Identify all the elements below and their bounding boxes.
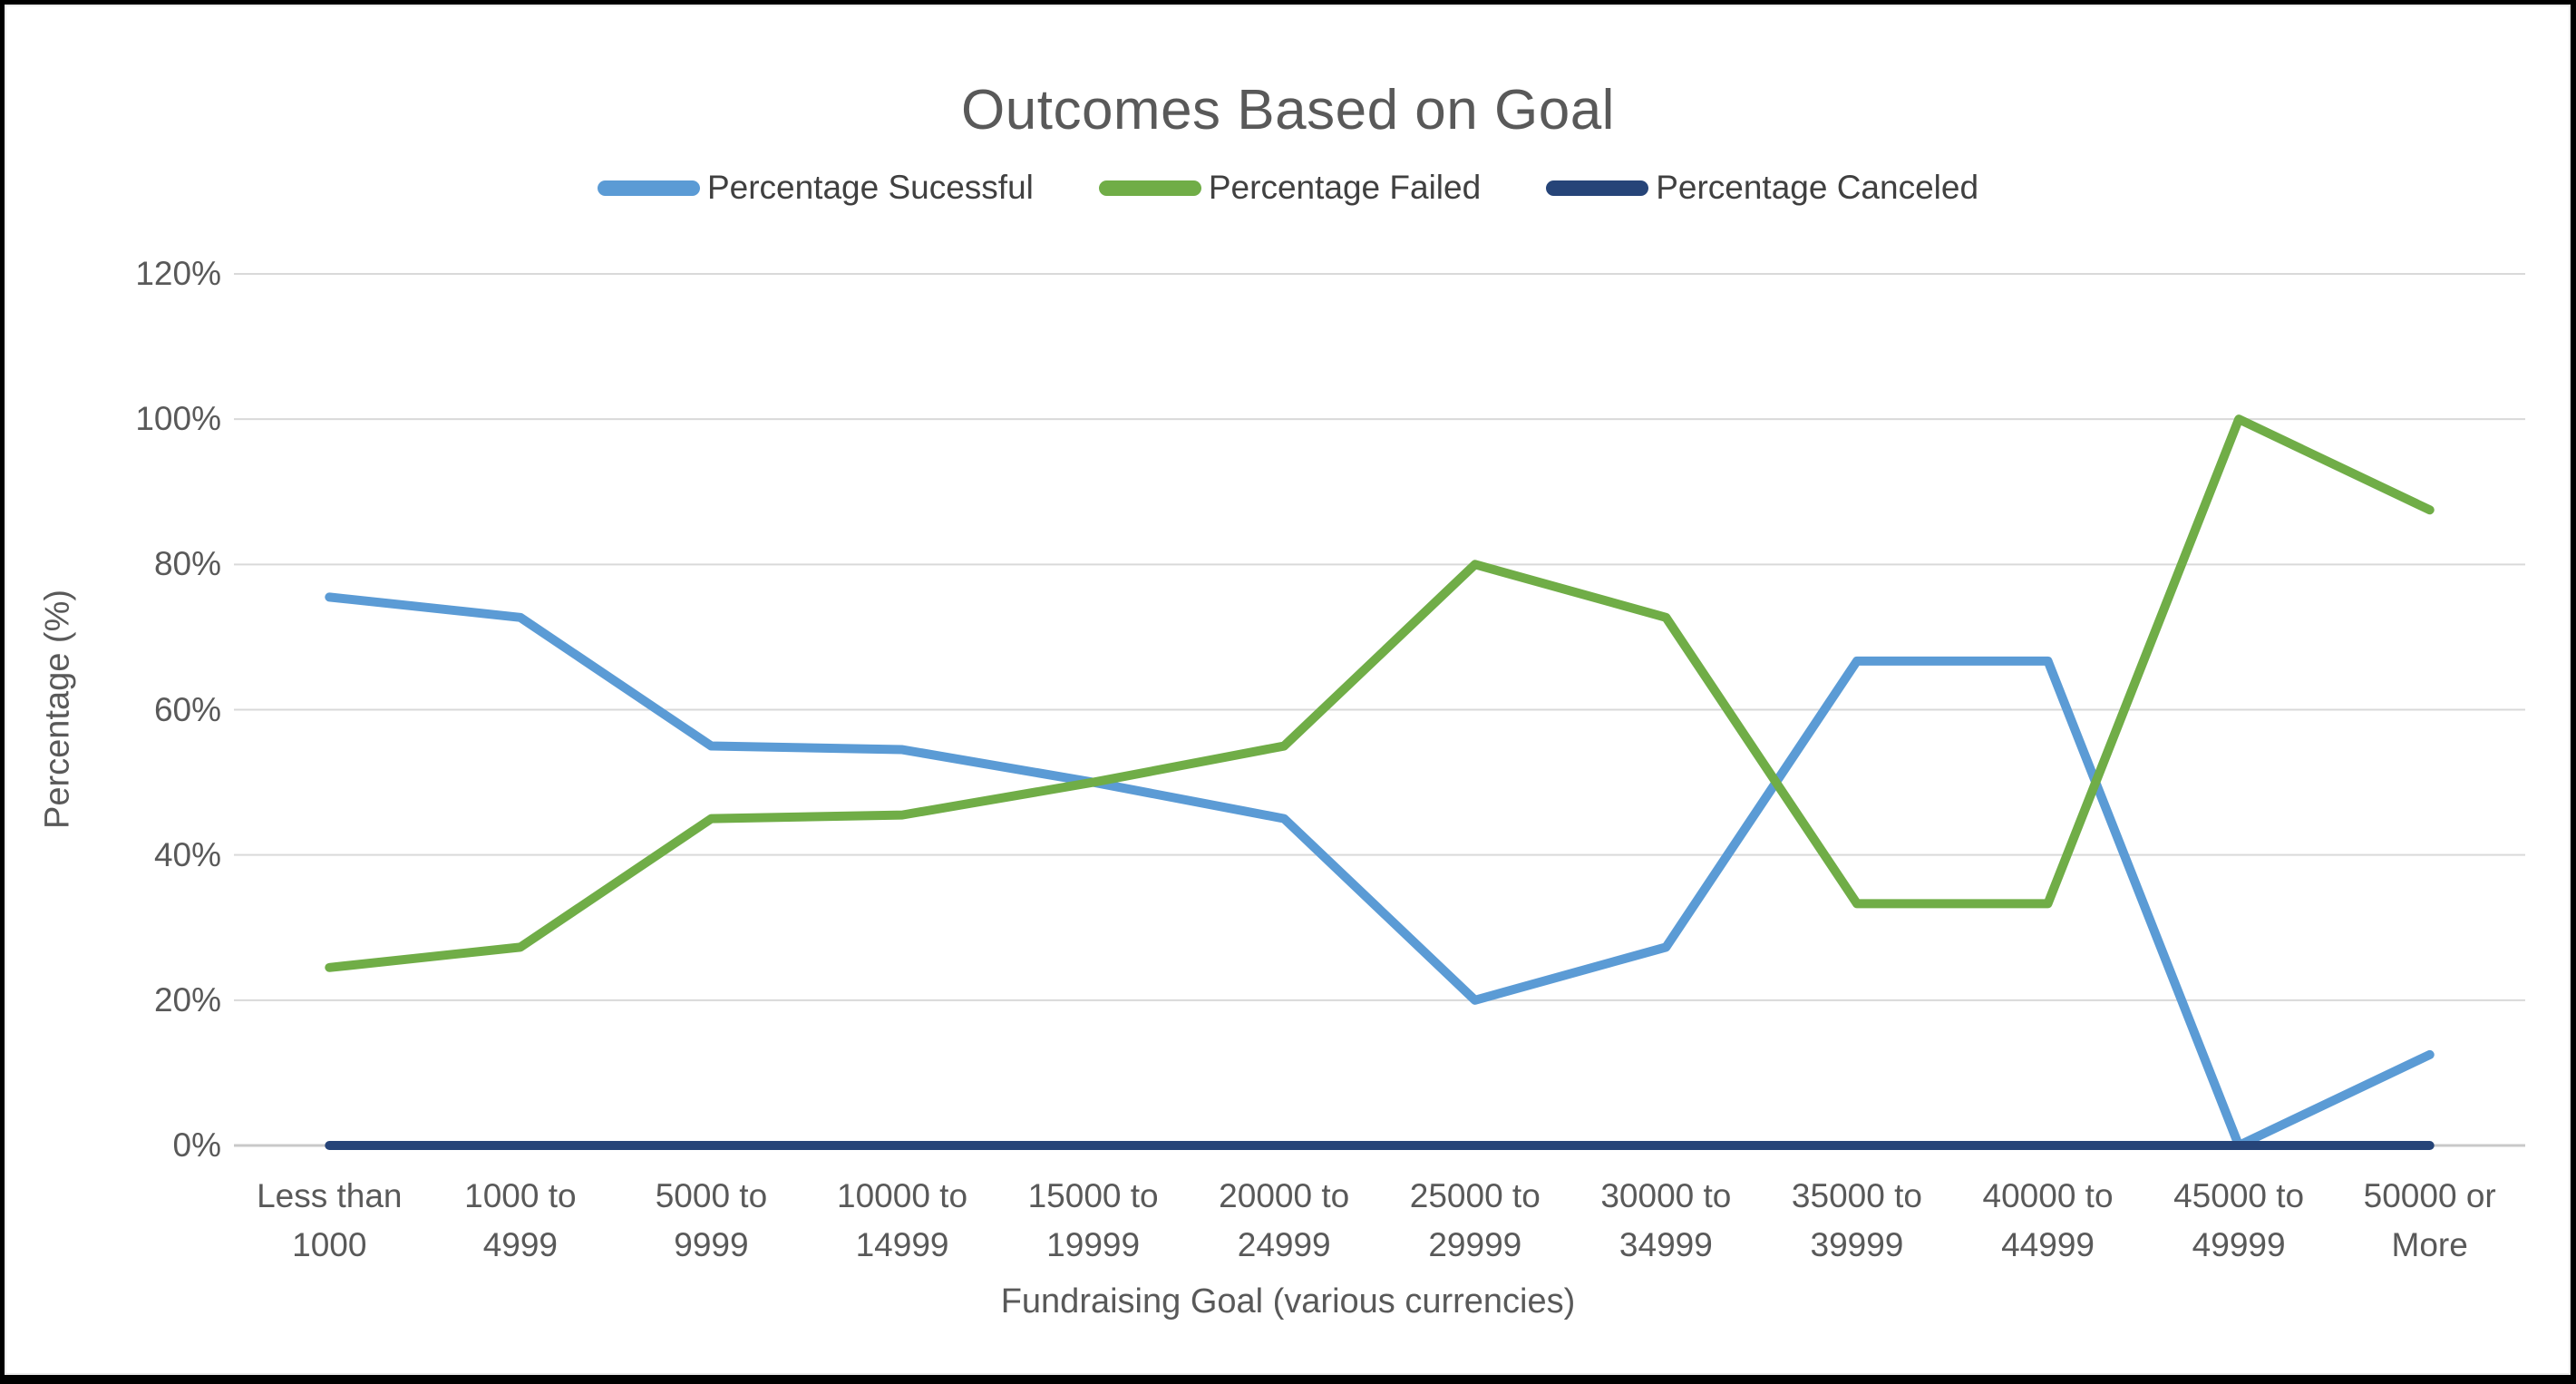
y-tick-label: 60% — [153, 690, 221, 728]
legend-item-percentage-sucessful: Percentage Sucessful — [597, 169, 1034, 207]
legend-swatch-icon — [1546, 180, 1649, 196]
x-category-label: 45000 to 49999 — [2173, 1177, 2305, 1263]
legend: Percentage Sucessful Percentage Failed Per… — [0, 169, 2576, 207]
series-line-percentage-failed — [325, 414, 2435, 972]
legend-item-percentage-failed: Percentage Failed — [1098, 169, 1482, 207]
y-axis-title: Percentage (%) — [38, 589, 77, 830]
x-category-label: 15000 to 19999 — [1027, 1177, 1159, 1263]
x-category-label: 20000 to 24999 — [1219, 1177, 1350, 1263]
x-category-label: 30000 to 34999 — [1600, 1177, 1732, 1263]
y-tick-label: 40% — [153, 835, 221, 873]
legend-item-label: Percentage Sucessful — [706, 169, 1034, 206]
x-category-label: 25000 to 29999 — [1409, 1177, 1541, 1263]
y-tick-label: 20% — [153, 980, 221, 1019]
x-category-label: 35000 to 39999 — [1791, 1177, 1922, 1263]
x-category-label: 50000 or More — [2363, 1177, 2496, 1263]
legend-swatch-icon — [1098, 180, 1201, 196]
chart-title: Outcomes Based on Goal — [961, 78, 1615, 141]
x-category-label: Less than 1000 — [257, 1177, 403, 1263]
legend-item-label: Percentage Failed — [1208, 169, 1482, 206]
y-tick-label: 0% — [172, 1126, 221, 1164]
x-category-label: 40000 to 44999 — [1982, 1177, 2114, 1263]
x-category-label: 10000 to 14999 — [837, 1177, 968, 1263]
legend-swatch-icon — [597, 180, 700, 196]
y-tick-label: 120% — [135, 255, 221, 292]
y-tick-label: 100% — [135, 400, 221, 438]
series-line-percentage-sucessful — [325, 592, 2435, 1150]
y-tick-label: 80% — [153, 545, 221, 583]
x-category-label: 1000 to 4999 — [464, 1177, 577, 1263]
x-category-label: 5000 to 9999 — [655, 1177, 768, 1263]
legend-item-label: Percentage Canceled — [1656, 169, 1979, 206]
x-axis-title: Fundraising Goal (various currencies) — [1000, 1282, 1576, 1321]
legend-item-percentage-canceled: Percentage Canceled — [1546, 169, 1978, 207]
